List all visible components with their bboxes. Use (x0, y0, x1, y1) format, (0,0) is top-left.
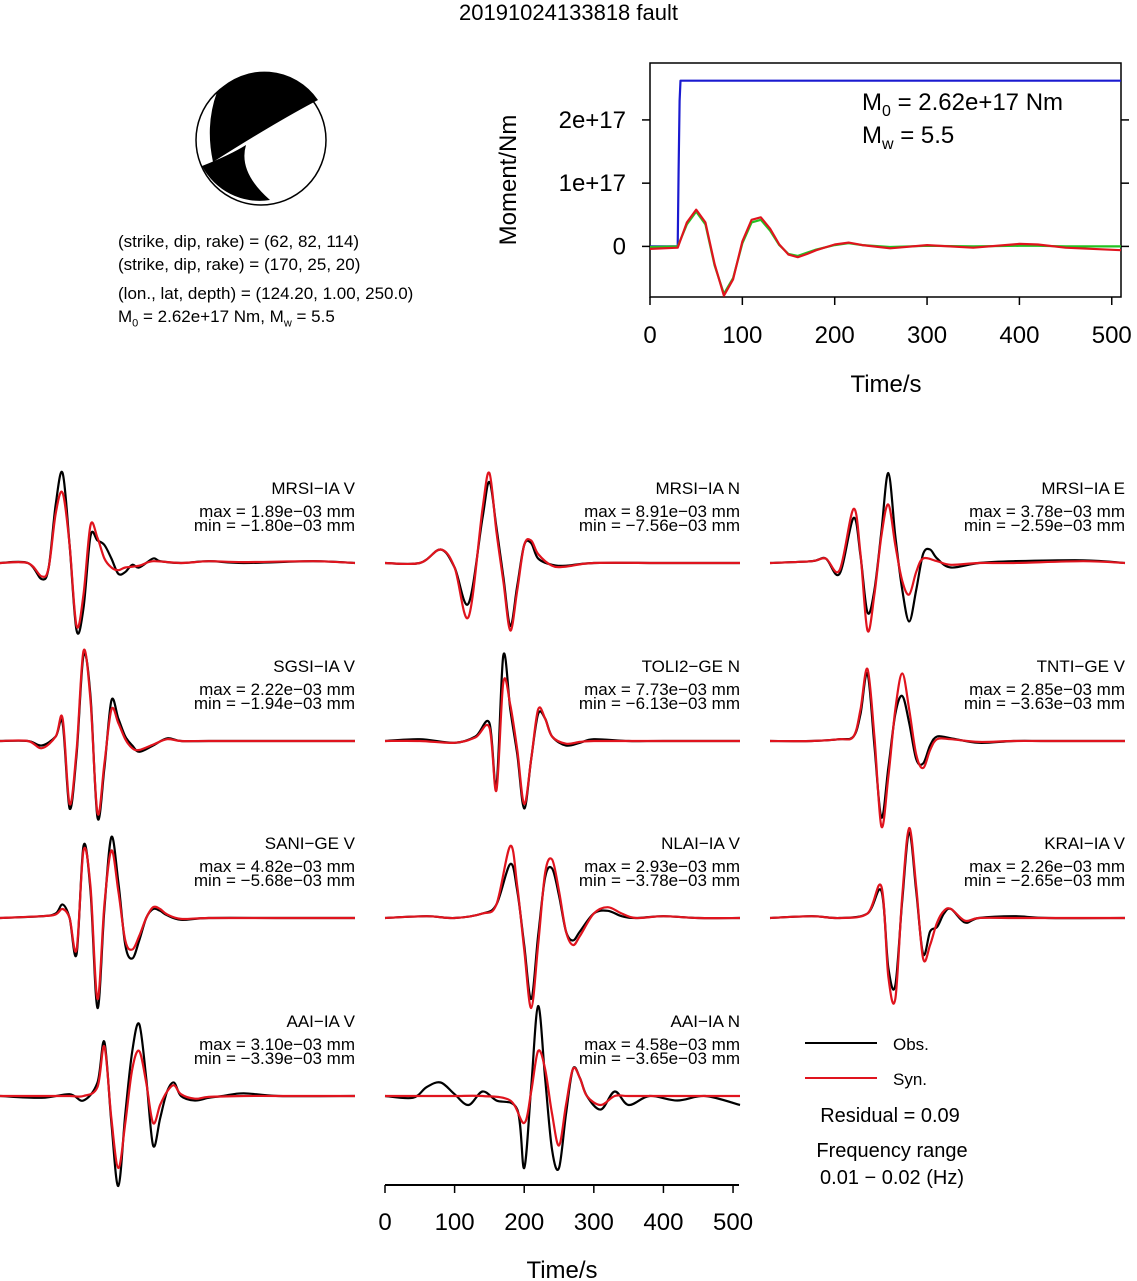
synthetic-waveform (0, 1045, 355, 1170)
moment-x-tick-label: 200 (815, 322, 855, 349)
station-label: AAI−IA V (286, 1012, 355, 1031)
waveform-x-axis-label: Time/s (526, 1257, 597, 1281)
max-amplitude-label: max = 2.22e−03 mm (199, 680, 355, 699)
synthetic-waveform (384, 1049, 740, 1147)
waveform-x-tick-label: 500 (713, 1209, 753, 1236)
moment-y-tick-label: 1e+17 (559, 170, 626, 197)
page-title: 20191024133818 fault (459, 0, 678, 25)
synthetic-waveform (384, 471, 740, 632)
synthetic-waveform (769, 826, 1125, 1005)
max-amplitude-label: max = 4.82e−03 mm (199, 857, 355, 876)
synthetic-waveform (0, 490, 356, 629)
max-amplitude-label: max = 2.93e−03 mm (584, 857, 740, 876)
min-amplitude-label: min = −1.94e−03 mm (194, 694, 355, 713)
min-amplitude-label: min = −3.63e−03 mm (964, 694, 1125, 713)
moment-y-tick-label: 0 (613, 233, 626, 260)
observed-waveform (384, 1004, 741, 1171)
synthetic-waveform (0, 846, 355, 1001)
nodal-plane-1: (strike, dip, rake) = (62, 82, 114) (118, 232, 360, 251)
moment-rate-line (649, 208, 1122, 297)
min-amplitude-label: min = −3.39e−03 mm (194, 1049, 355, 1068)
station-label: TNTI−GE V (1037, 657, 1126, 676)
min-amplitude-label: min = −6.13e−03 mm (579, 694, 740, 713)
legend-obs-label: Obs. (893, 1035, 929, 1054)
moment-x-tick-label: 400 (999, 322, 1039, 349)
moment-y-tick-label: 2e+17 (559, 107, 626, 134)
waveform-x-tick-label: 100 (435, 1209, 475, 1236)
min-amplitude-label: min = −3.78e−03 mm (579, 871, 740, 890)
station-label: AAI−IA N (671, 1012, 740, 1031)
station-label: MRSI−IA V (271, 479, 355, 498)
moment-y-axis-label: Moment/Nm (495, 115, 522, 246)
frequency-range-title: Frequency range (816, 1140, 967, 1162)
station-label: KRAI−IA V (1044, 834, 1125, 853)
waveform-x-tick-label: 300 (574, 1209, 614, 1236)
max-amplitude-label: max = 3.78e−03 mm (969, 502, 1125, 521)
moment-summary: M0 = 2.62e+17 Nm, Mw = 5.5 (118, 307, 335, 330)
synthetic-waveform (0, 648, 355, 816)
moment-x-tick-label: 500 (1092, 322, 1132, 349)
station-label: MRSI−IA N (655, 479, 740, 498)
min-amplitude-label: min = −3.65e−03 mm (579, 1049, 740, 1068)
observed-waveform (384, 652, 740, 810)
waveform-x-tick-label: 200 (504, 1209, 544, 1236)
residual-label: Residual = 0.09 (820, 1105, 960, 1127)
waveform-x-tick-label: 0 (378, 1209, 391, 1236)
synthetic-waveform (769, 667, 1125, 829)
hypocenter-location: (lon., lat, depth) = (124.20, 1.00, 250.… (118, 284, 414, 303)
max-amplitude-label: max = 7.73e−03 mm (584, 680, 740, 699)
max-amplitude-label: max = 3.10e−03 mm (199, 1035, 355, 1054)
min-amplitude-label: min = −2.65e−03 mm (964, 871, 1125, 890)
moment-plot-frame (649, 62, 1122, 298)
observed-waveform (0, 652, 355, 821)
max-amplitude-label: max = 4.58e−03 mm (584, 1035, 740, 1054)
moment-mw-annotation: Mw = 5.5 (862, 122, 954, 153)
moment-x-tick-label: 0 (643, 322, 656, 349)
waveform-x-tick-label: 400 (643, 1209, 683, 1236)
moment-x-axis-label: Time/s (850, 371, 921, 398)
min-amplitude-label: min = −1.80e−03 mm (194, 516, 355, 535)
frequency-range-value: 0.01 − 0.02 (Hz) (820, 1167, 964, 1189)
beachball-icon (195, 71, 327, 206)
moment-x-tick-label: 100 (722, 322, 762, 349)
synthetic-waveform (384, 677, 740, 806)
station-label: TOLI2−GE N (642, 657, 740, 676)
station-label: SANI−GE V (265, 834, 356, 853)
legend: Obs. Syn. Residual = 0.09 Frequency rang… (805, 1035, 968, 1189)
moment-function-chart: 0 100 200 300 400 500 0 1e+17 2e+17 Time/s Mome… (495, 62, 1132, 398)
waveform-time-axis: 0 100 200 300 400 500 Time/s (378, 1184, 753, 1281)
synthetic-waveform (384, 844, 741, 1010)
nodal-plane-2: (strike, dip, rake) = (170, 25, 20) (118, 255, 361, 274)
station-label: NLAI−IA V (661, 834, 741, 853)
min-amplitude-label: min = −7.56e−03 mm (579, 516, 740, 535)
max-amplitude-label: max = 2.26e−03 mm (969, 857, 1125, 876)
max-amplitude-label: max = 8.91e−03 mm (584, 502, 740, 521)
max-amplitude-label: max = 2.85e−03 mm (969, 680, 1125, 699)
max-amplitude-label: max = 1.89e−03 mm (199, 502, 355, 521)
min-amplitude-label: min = −2.59e−03 mm (964, 516, 1125, 535)
legend-syn-label: Syn. (893, 1070, 927, 1089)
station-label: MRSI−IA E (1041, 479, 1125, 498)
mechanism-parameters: (strike, dip, rake) = (62, 82, 114) (str… (118, 230, 413, 335)
synthetic-waveform (769, 503, 1126, 633)
moment-m0-annotation: M0 = 2.62e+17 Nm (862, 89, 1063, 120)
min-amplitude-label: min = −5.68e−03 mm (194, 871, 355, 890)
moment-x-tick-label: 300 (907, 322, 947, 349)
station-label: SGSI−IA V (273, 657, 355, 676)
